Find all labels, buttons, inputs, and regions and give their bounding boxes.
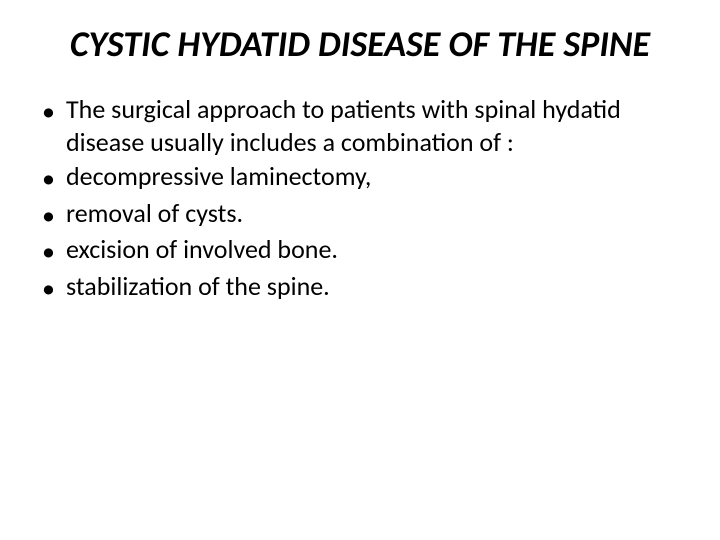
bullet-text: The surgical approach to patients with s… xyxy=(66,93,682,158)
slide-title: CYSTIC HYDATID DISEASE OF THE SPINE xyxy=(38,24,682,65)
list-item: • removal of cysts. xyxy=(38,197,682,232)
list-item: • decompressive laminectomy, xyxy=(38,160,682,195)
bullet-list: • The surgical approach to patients with… xyxy=(38,93,682,304)
list-item: • The surgical approach to patients with… xyxy=(38,93,682,158)
bullet-icon: • xyxy=(38,93,66,128)
list-item: • excision of involved bone. xyxy=(38,233,682,268)
bullet-text: excision of involved bone. xyxy=(66,233,682,266)
bullet-text: decompressive laminectomy, xyxy=(66,160,682,193)
bullet-icon: • xyxy=(38,160,66,195)
bullet-icon: • xyxy=(38,233,66,268)
slide-container: CYSTIC HYDATID DISEASE OF THE SPINE • Th… xyxy=(0,0,720,540)
bullet-icon: • xyxy=(38,270,66,305)
bullet-text: stabilization of the spine. xyxy=(66,270,682,303)
bullet-icon: • xyxy=(38,197,66,232)
bullet-text: removal of cysts. xyxy=(66,197,682,230)
list-item: • stabilization of the spine. xyxy=(38,270,682,305)
